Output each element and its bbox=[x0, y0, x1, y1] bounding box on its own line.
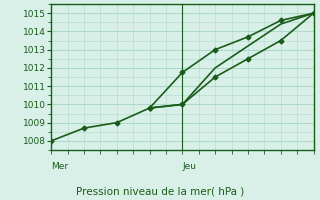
Text: Jeu: Jeu bbox=[182, 162, 196, 171]
Text: Mer: Mer bbox=[51, 162, 68, 171]
Text: Pression niveau de la mer( hPa ): Pression niveau de la mer( hPa ) bbox=[76, 186, 244, 196]
